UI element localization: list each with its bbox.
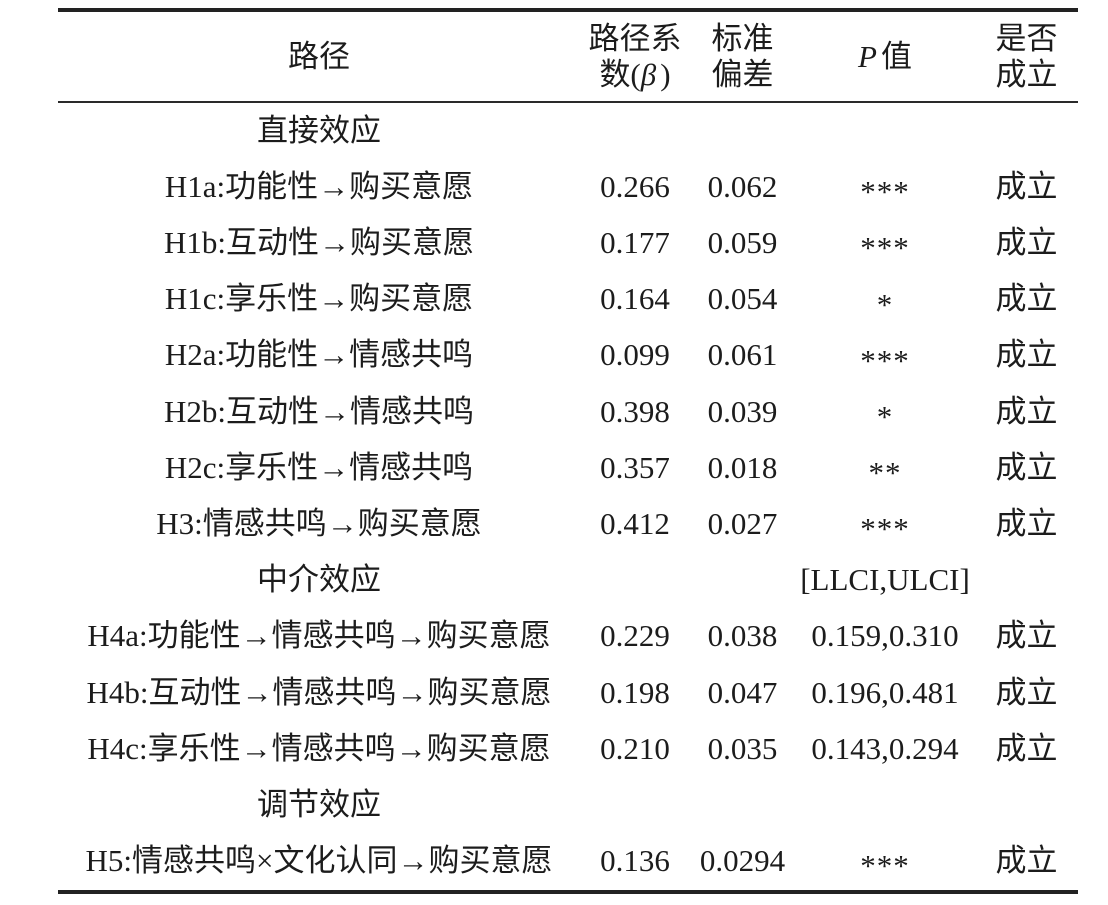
table-body: 直接效应 H1a:功能性→购买意愿 0.266 0.062 *** 成立 H1b:互动性→购…	[58, 103, 1078, 890]
cell-beta: 0.266	[600, 168, 670, 204]
header-result-line2: 成立	[995, 56, 1058, 92]
table-row: H5:情感共鸣×文化认同→购买意愿 0.136 0.0294 *** 成立	[58, 833, 1078, 889]
cell-path: H2a:功能性→情感共鸣	[164, 337, 474, 373]
cell-p: ***	[860, 230, 910, 266]
cell-result: 成立	[995, 618, 1058, 654]
cell-p: ***	[860, 174, 910, 210]
cell-path: H2c:享乐性→情感共鸣	[164, 449, 474, 485]
table-row: H1b:互动性→购买意愿 0.177 0.059 *** 成立	[58, 215, 1078, 271]
section-row: 中介效应 [LLCI,ULCI]	[58, 553, 1078, 609]
header-beta-line2: 数(β)	[599, 56, 671, 92]
header-result-line1: 是否	[995, 20, 1058, 56]
cell-path: H4c:享乐性→情感共鸣→购买意愿	[87, 730, 551, 766]
table-row: H4a:功能性→情感共鸣→购买意愿 0.229 0.038 0.159,0.310 成立	[58, 609, 1078, 665]
cell-sd: 0.0294	[699, 843, 786, 879]
table-row: H3:情感共鸣→购买意愿 0.412 0.027 *** 成立	[58, 496, 1078, 552]
cell-sd: 0.047	[707, 674, 778, 710]
table-row: H4b:互动性→情感共鸣→购买意愿 0.198 0.047 0.196,0.481 成立	[58, 665, 1078, 721]
cell-result: 成立	[995, 337, 1058, 373]
cell-sd: 0.027	[707, 506, 778, 542]
cell-result: 成立	[995, 393, 1058, 429]
cell-result: 成立	[995, 730, 1058, 766]
cell-result: 成立	[995, 674, 1058, 710]
header-sd-line1: 标准	[711, 20, 774, 56]
cell-path: H2b:互动性→情感共鸣	[164, 393, 474, 429]
cell-beta: 0.164	[600, 281, 670, 317]
table-row: H2c:享乐性→情感共鸣 0.357 0.018 ** 成立	[58, 440, 1078, 496]
cell-path: H1c:享乐性→购买意愿	[164, 281, 474, 317]
cell-p: *	[876, 286, 894, 322]
table-bottom-rule	[58, 889, 1078, 894]
cell-result: 成立	[995, 281, 1058, 317]
cell-path: H1b:互动性→购买意愿	[164, 225, 474, 261]
cell-path: H3:情感共鸣→购买意愿	[156, 506, 482, 542]
cell-sd: 0.038	[707, 618, 778, 654]
table-row: H4c:享乐性→情感共鸣→购买意愿 0.210 0.035 0.143,0.294 成立	[58, 721, 1078, 777]
cell-result: 成立	[995, 449, 1058, 485]
cell-sd: 0.061	[707, 337, 778, 373]
cell-p: ***	[860, 848, 910, 884]
header-beta-line1: 路径系	[588, 20, 682, 56]
cell-beta: 0.177	[600, 225, 670, 261]
header-bottom-rule	[58, 101, 1078, 103]
cell-result: 成立	[995, 506, 1058, 542]
header-sd-line2: 偏差	[711, 56, 774, 92]
cell-p: ***	[860, 342, 910, 378]
cell-beta: 0.398	[600, 393, 670, 429]
cell-p: [LLCI,ULCI]	[800, 562, 970, 598]
cell-beta: 0.099	[600, 337, 670, 373]
cell-path: H4b:互动性→情感共鸣→购买意愿	[86, 674, 552, 710]
beta-symbol: β	[640, 56, 657, 92]
section-row: 调节效应	[58, 777, 1078, 833]
table-row: H2b:互动性→情感共鸣 0.398 0.039 * 成立	[58, 384, 1078, 440]
cell-beta: 0.357	[600, 449, 670, 485]
cell-beta: 0.198	[600, 674, 670, 710]
cell-path: H1a:功能性→购买意愿	[164, 168, 474, 204]
cell-p: *	[876, 398, 894, 434]
cell-result: 成立	[995, 225, 1058, 261]
table-row: H1a:功能性→购买意愿 0.266 0.062 *** 成立	[58, 159, 1078, 215]
header-path: 路径	[58, 39, 580, 75]
p-symbol: P	[858, 38, 877, 74]
table-row: H1c:享乐性→购买意愿 0.164 0.054 * 成立	[58, 272, 1078, 328]
cell-path: H5:情感共鸣×文化认同→购买意愿	[85, 843, 553, 879]
cell-p: ***	[860, 511, 910, 547]
cell-sd: 0.054	[707, 281, 778, 317]
cell-sd: 0.062	[707, 168, 778, 204]
cell-result: 成立	[995, 843, 1058, 879]
table-top-rule	[58, 8, 1078, 12]
header-p-label: 值	[880, 38, 912, 74]
cell-beta: 0.229	[600, 618, 670, 654]
table-row: H2a:功能性→情感共鸣 0.099 0.061 *** 成立	[58, 328, 1078, 384]
header-result: 是否 成立	[975, 21, 1078, 93]
cell-result: 成立	[995, 168, 1058, 204]
cell-sd: 0.059	[707, 225, 778, 261]
cell-p: 0.143,0.294	[811, 730, 959, 766]
cell-beta: 0.412	[600, 506, 670, 542]
cell-p: **	[868, 455, 902, 491]
cell-path: 直接效应	[257, 112, 381, 148]
cell-beta: 0.136	[600, 843, 670, 879]
header-beta: 路径系 数(β)	[580, 21, 690, 93]
header-sd: 标准 偏差	[690, 21, 795, 93]
header-path-label: 路径	[288, 38, 350, 74]
cell-beta: 0.210	[600, 730, 670, 766]
cell-p: 0.159,0.310	[811, 618, 959, 654]
cell-sd: 0.039	[707, 393, 778, 429]
cell-sd: 0.018	[707, 449, 778, 485]
cell-path: 调节效应	[257, 786, 381, 822]
section-row: 直接效应	[58, 103, 1078, 159]
cell-p: 0.196,0.481	[811, 674, 959, 710]
cell-path: 中介效应	[257, 562, 381, 598]
cell-sd: 0.035	[707, 730, 778, 766]
cell-path: H4a:功能性→情感共鸣→购买意愿	[87, 618, 551, 654]
